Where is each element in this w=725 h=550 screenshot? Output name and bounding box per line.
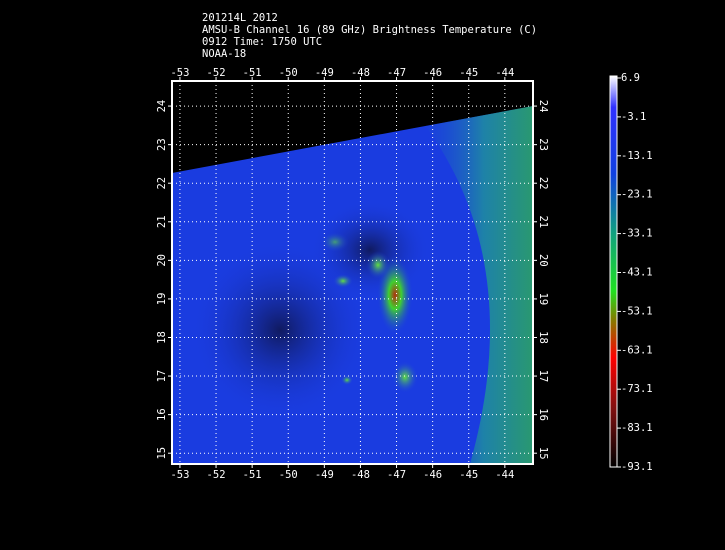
- lon-label: -48: [351, 469, 370, 481]
- lon-label: -44: [495, 469, 514, 481]
- lat-label: 17: [156, 370, 168, 383]
- colorbar-label: -3.1: [621, 111, 646, 123]
- lat-label: 22: [537, 177, 549, 190]
- satellite-image: [172, 106, 533, 464]
- lon-label: -46: [423, 469, 442, 481]
- lat-label: 24: [156, 100, 168, 113]
- lon-label: -51: [243, 67, 262, 79]
- lat-label: 21: [537, 215, 549, 228]
- lon-label: -47: [387, 67, 406, 79]
- lon-label: -53: [170, 469, 189, 481]
- lat-label: 16: [156, 408, 168, 421]
- lat-label: 18: [156, 331, 168, 344]
- lon-label: -49: [315, 67, 334, 79]
- lat-label: 15: [156, 447, 168, 460]
- lon-label: -50: [279, 67, 298, 79]
- lon-label: -45: [459, 469, 478, 481]
- colorbar-label: -83.1: [621, 422, 653, 434]
- lat-label: 18: [537, 331, 549, 344]
- lat-label: 16: [537, 408, 549, 421]
- lat-label: 19: [537, 293, 549, 306]
- lon-label: -51: [243, 469, 262, 481]
- lat-label: 23: [537, 138, 549, 151]
- lat-label: 22: [156, 177, 168, 190]
- colorbar-label: -33.1: [621, 228, 653, 240]
- lon-label: -44: [495, 67, 514, 79]
- lon-label: -53: [170, 67, 189, 79]
- lon-label: -46: [423, 67, 442, 79]
- colorbar-label: -53.1: [621, 305, 653, 317]
- colorbar-label: -63.1: [621, 344, 653, 356]
- header-line: AMSU-B Channel 16 (89 GHz) Brightness Te…: [202, 24, 537, 36]
- header-line: NOAA-18: [202, 48, 246, 60]
- lat-label: 21: [156, 215, 168, 228]
- lon-label: -45: [459, 67, 478, 79]
- lat-label: 15: [537, 447, 549, 460]
- colorbar: [609, 75, 618, 468]
- colorbar-label: -13.1: [621, 150, 653, 162]
- lon-label: -52: [207, 67, 226, 79]
- map-frame: [171, 80, 534, 465]
- colorbar-label: -43.1: [621, 267, 653, 279]
- lat-label: 19: [156, 293, 168, 306]
- colorbar-label: -73.1: [621, 383, 653, 395]
- lon-label: -50: [279, 469, 298, 481]
- colorbar-label: -93.1: [621, 461, 653, 473]
- header-line: 0912 Time: 1750 UTC: [202, 36, 322, 48]
- header: 201214L 2012 AMSU-B Channel 16 (89 GHz) …: [202, 12, 537, 60]
- lat-label: 20: [156, 254, 168, 267]
- lon-label: -52: [207, 469, 226, 481]
- lat-label: 17: [537, 370, 549, 383]
- header-line: 201214L 2012: [202, 12, 278, 24]
- lat-label: 20: [537, 254, 549, 267]
- lon-label: -49: [315, 469, 334, 481]
- colorbar-label: 6.9: [621, 72, 640, 84]
- lon-label: -48: [351, 67, 370, 79]
- colorbar-label: -23.1: [621, 189, 653, 201]
- lat-label: 24: [537, 100, 549, 113]
- lat-label: 23: [156, 138, 168, 151]
- lon-label: -47: [387, 469, 406, 481]
